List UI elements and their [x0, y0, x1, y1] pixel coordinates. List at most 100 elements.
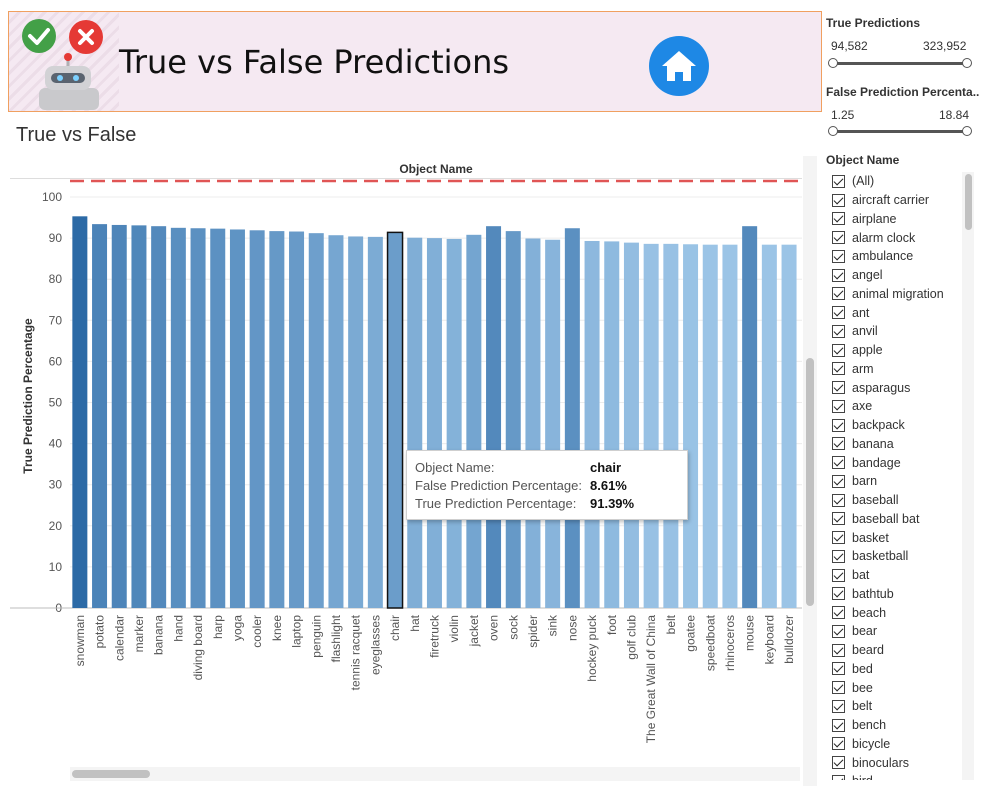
checkbox[interactable]	[832, 381, 845, 395]
checkbox[interactable]	[832, 662, 845, 676]
bar[interactable]	[407, 237, 423, 608]
filter-list-item[interactable]: ambulance	[830, 247, 976, 266]
filter-list-item[interactable]: bicycle	[830, 735, 976, 754]
filter-list-item[interactable]: binoculars	[830, 753, 976, 772]
filter-list-item[interactable]: bed	[830, 660, 976, 679]
checkbox[interactable]	[832, 212, 845, 226]
checkbox[interactable]	[832, 737, 845, 751]
filter-list-item[interactable]: (All)	[830, 172, 976, 191]
bar[interactable]	[781, 244, 797, 608]
bar[interactable]	[111, 224, 127, 608]
filter-list-item[interactable]: bee	[830, 678, 976, 697]
checkbox[interactable]	[832, 606, 845, 620]
checkbox[interactable]	[832, 531, 845, 545]
checkbox[interactable]	[832, 324, 845, 338]
filter-list-item[interactable]: baseball	[830, 491, 976, 510]
filter-list-item[interactable]: banana	[830, 435, 976, 454]
filter-list-item[interactable]: beach	[830, 603, 976, 622]
bar[interactable]	[170, 227, 186, 608]
checkbox[interactable]	[832, 268, 845, 282]
checkbox[interactable]	[832, 512, 845, 526]
bar[interactable]	[367, 236, 383, 608]
checkbox[interactable]	[832, 456, 845, 470]
filter-list-item[interactable]: backpack	[830, 416, 976, 435]
bar[interactable]	[742, 226, 758, 608]
checkbox[interactable]	[832, 418, 845, 432]
filter-list-item[interactable]: basket	[830, 528, 976, 547]
bar[interactable]	[328, 235, 344, 608]
true-predictions-min-handle[interactable]	[828, 58, 838, 68]
filter-list-item[interactable]: bench	[830, 716, 976, 735]
checkbox[interactable]	[832, 362, 845, 376]
filter-list-item[interactable]: bear	[830, 622, 976, 641]
checkbox[interactable]	[832, 249, 845, 263]
true-predictions-max-handle[interactable]	[962, 58, 972, 68]
bar[interactable]	[623, 242, 639, 608]
filter-list-item[interactable]: aircraft carrier	[830, 191, 976, 210]
filter-list-item[interactable]: animal migration	[830, 285, 976, 304]
checkbox[interactable]	[832, 474, 845, 488]
bar[interactable]	[386, 231, 404, 609]
bar[interactable]	[584, 240, 600, 608]
checkbox[interactable]	[832, 699, 845, 713]
bar[interactable]	[249, 230, 265, 608]
filter-list-item[interactable]: arm	[830, 360, 976, 379]
bar[interactable]	[722, 244, 738, 608]
filter-list-item[interactable]: ant	[830, 303, 976, 322]
bar[interactable]	[289, 231, 305, 609]
bar[interactable]	[466, 234, 482, 608]
checkbox[interactable]	[832, 399, 845, 413]
bar[interactable]	[702, 244, 718, 608]
false-pct-min-handle[interactable]	[828, 126, 838, 136]
filter-list-item[interactable]: barn	[830, 472, 976, 491]
bar[interactable]	[604, 241, 620, 608]
bar[interactable]	[131, 225, 147, 608]
checkbox[interactable]	[832, 193, 845, 207]
bar[interactable]	[348, 236, 364, 608]
bar[interactable]	[761, 244, 777, 608]
checkbox[interactable]	[832, 549, 845, 563]
bar[interactable]	[308, 233, 324, 608]
bar[interactable]	[683, 244, 699, 608]
bar[interactable]	[269, 231, 285, 608]
bar[interactable]	[92, 224, 108, 608]
checkbox[interactable]	[832, 437, 845, 451]
bar[interactable]	[426, 238, 442, 608]
filter-list-item[interactable]: anvil	[830, 322, 976, 341]
filter-list-item[interactable]: beard	[830, 641, 976, 660]
bar[interactable]	[229, 229, 245, 608]
checkbox[interactable]	[832, 774, 845, 780]
filter-list-item[interactable]: asparagus	[830, 378, 976, 397]
filter-list-item[interactable]: apple	[830, 341, 976, 360]
filter-list-scrollbar[interactable]	[962, 172, 974, 780]
checkbox[interactable]	[832, 681, 845, 695]
filter-list-item[interactable]: belt	[830, 697, 976, 716]
bar[interactable]	[505, 231, 521, 608]
checkbox[interactable]	[832, 643, 845, 657]
bar[interactable]	[564, 228, 580, 608]
checkbox[interactable]	[832, 231, 845, 245]
checkbox[interactable]	[832, 306, 845, 320]
bar[interactable]	[545, 239, 561, 608]
false-pct-max-handle[interactable]	[962, 126, 972, 136]
chart-horizontal-scrollbar[interactable]	[70, 767, 800, 781]
checkbox[interactable]	[832, 587, 845, 601]
bar[interactable]	[190, 228, 206, 608]
filter-list-item[interactable]: alarm clock	[830, 228, 976, 247]
true-predictions-slider-track[interactable]	[833, 62, 967, 65]
bar[interactable]	[210, 228, 226, 608]
checkbox[interactable]	[832, 493, 845, 507]
filter-list-item[interactable]: basketball	[830, 547, 976, 566]
bar[interactable]	[486, 226, 502, 608]
filter-list-scroll-thumb[interactable]	[965, 174, 972, 230]
bar[interactable]	[643, 243, 659, 608]
home-button[interactable]	[649, 36, 709, 96]
bar[interactable]	[72, 216, 88, 608]
filter-list-item[interactable]: bandage	[830, 453, 976, 472]
bar[interactable]	[446, 238, 462, 608]
filter-list-item[interactable]: airplane	[830, 210, 976, 229]
filter-list-item[interactable]: angel	[830, 266, 976, 285]
checkbox[interactable]	[832, 174, 845, 188]
bar[interactable]	[151, 226, 167, 608]
checkbox[interactable]	[832, 287, 845, 301]
